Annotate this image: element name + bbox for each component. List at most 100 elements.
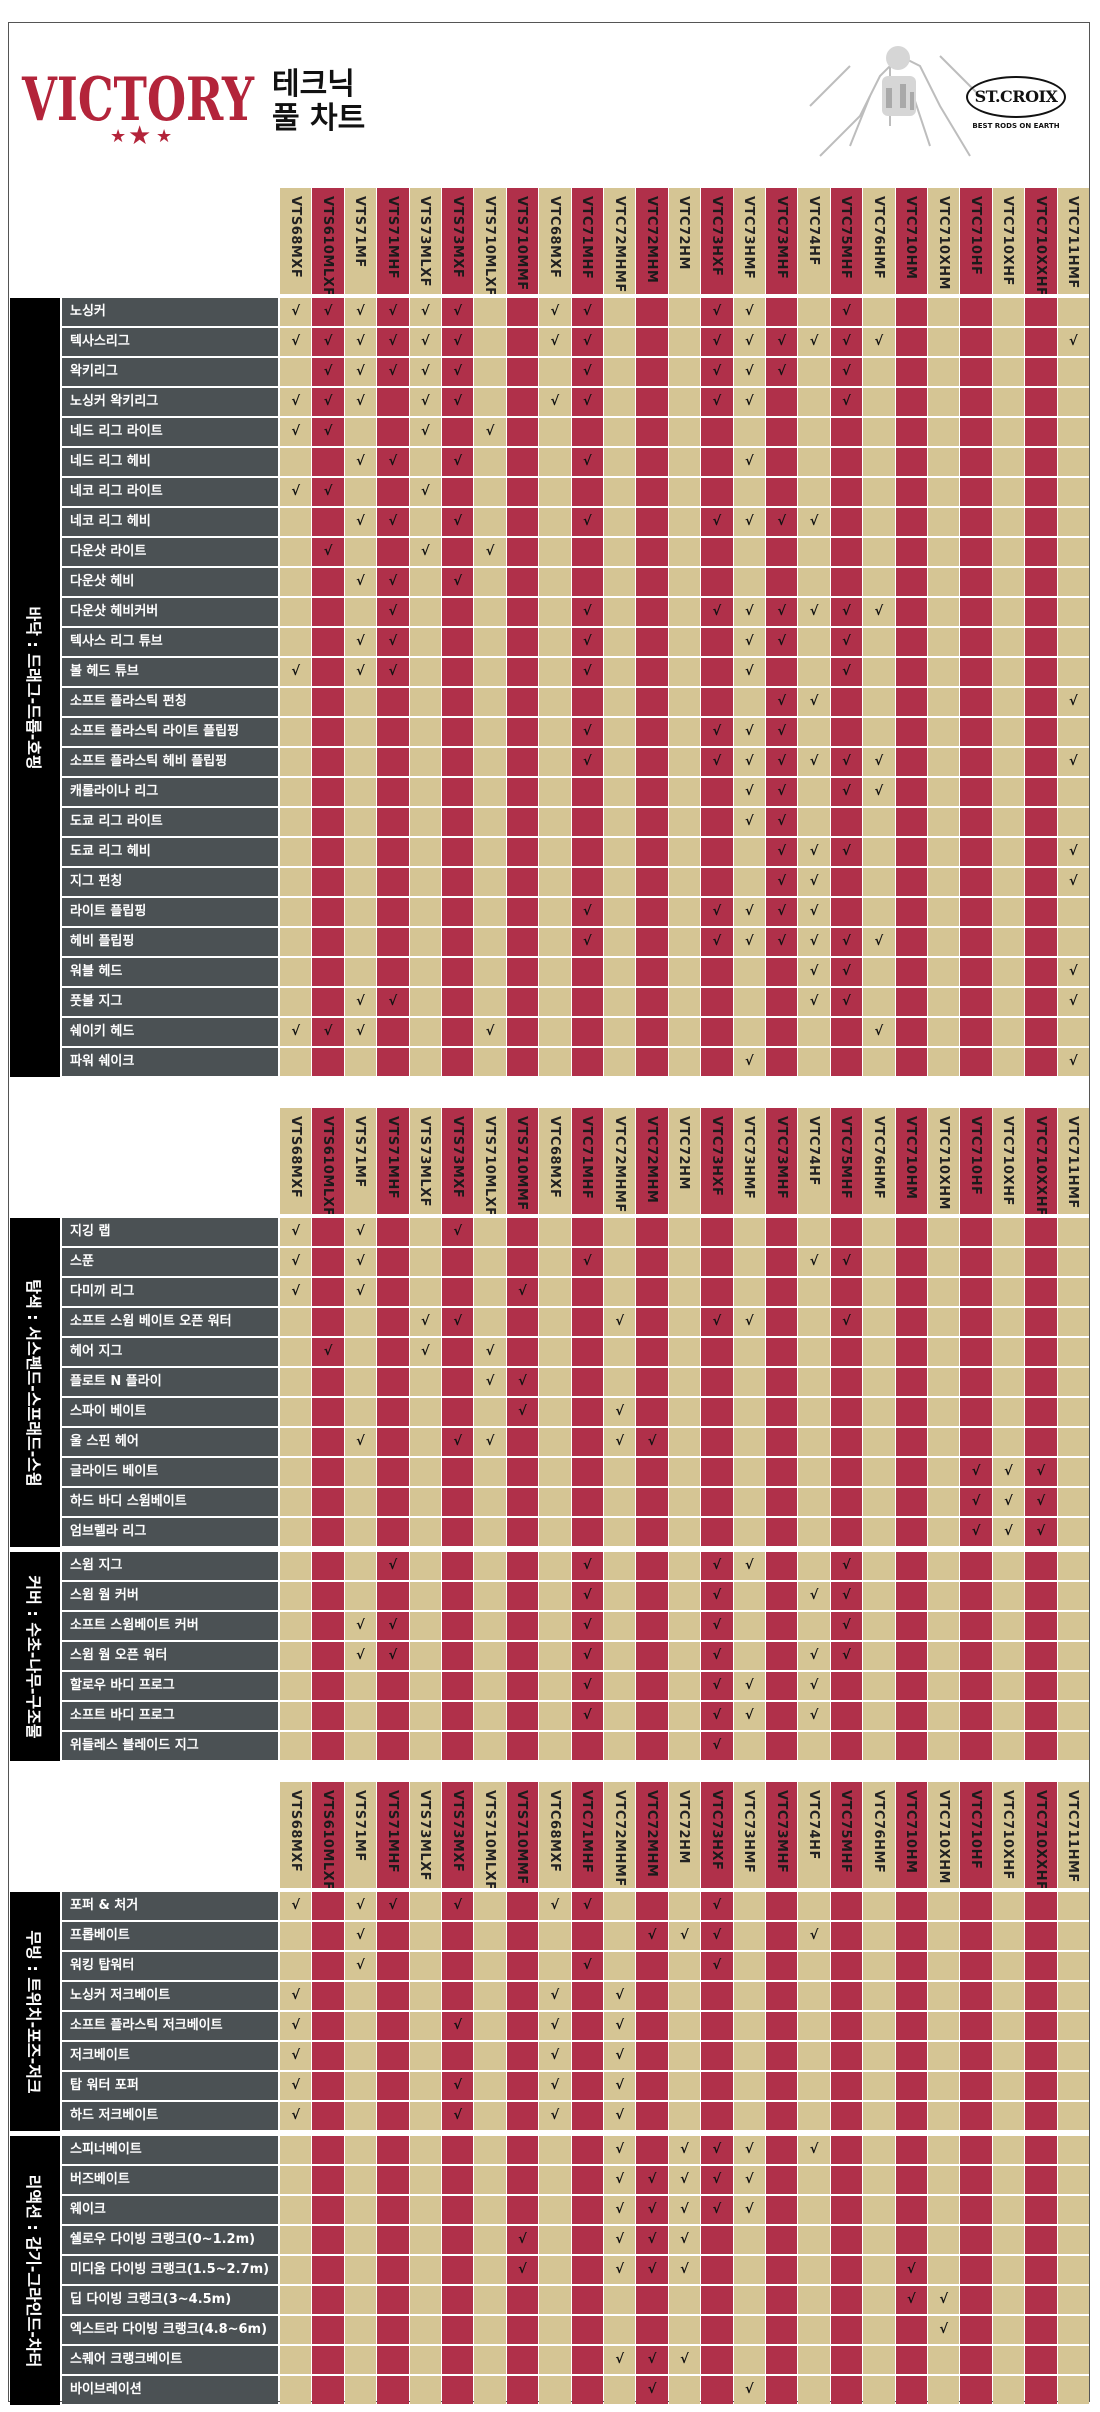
- grid-cell: [571, 568, 603, 596]
- check-mark: √: [323, 544, 333, 559]
- grid-cell: [701, 2316, 733, 2344]
- grid-cell: [863, 2042, 895, 2070]
- grid-cell: [409, 1922, 441, 1950]
- grid-cell: [766, 778, 798, 806]
- grid-cell: [863, 2196, 895, 2224]
- grid-cell: [733, 448, 765, 476]
- model-header-label: VTC710XHM: [935, 196, 951, 290]
- check-mark: √: [388, 514, 398, 529]
- grid-cell: [863, 298, 895, 326]
- grid-cell: [409, 868, 441, 896]
- grid-cell: [960, 1982, 992, 2010]
- grid-cell: [377, 1612, 409, 1640]
- grid-cell: [636, 538, 668, 566]
- grid-cell: [280, 2226, 312, 2254]
- check-mark: √: [1004, 1464, 1013, 1479]
- grid-cell: [506, 328, 539, 356]
- grid-cell: [733, 538, 765, 566]
- grid-cell: [960, 988, 992, 1016]
- model-header-vtc73hxf: VTC73HXF: [701, 1108, 733, 1214]
- check-mark: √: [744, 634, 754, 649]
- model-header-label: VTC710HF: [968, 1790, 984, 1870]
- grid-cell: [701, 388, 733, 416]
- grid-cell: [280, 418, 312, 446]
- grid-cell: [636, 838, 668, 866]
- grid-cell: [442, 508, 474, 536]
- technique-label: 노싱커: [62, 298, 278, 326]
- grid-cell: [474, 2072, 506, 2100]
- grid-cell: [344, 1278, 377, 1306]
- grid-cell: [377, 2226, 409, 2254]
- check-mark: √: [842, 934, 851, 949]
- grid-cell: [539, 2346, 571, 2374]
- grid-cell: [701, 898, 733, 926]
- grid-cell: [409, 808, 441, 836]
- grid-cell: [506, 778, 539, 806]
- grid-cell: [701, 688, 733, 716]
- grid-cell: [442, 1922, 474, 1950]
- grid-cell: [1057, 1702, 1089, 1730]
- grid-cell: [539, 1338, 571, 1366]
- grid-cell: [701, 838, 733, 866]
- grid-cell: [636, 1892, 668, 1920]
- grid-cell: [992, 1642, 1025, 1670]
- check-mark: √: [712, 2202, 722, 2217]
- grid-cell: [636, 2226, 668, 2254]
- grid-cell: [1057, 988, 1089, 1016]
- grid-cell: [830, 2316, 863, 2344]
- grid-cell: [766, 508, 798, 536]
- grid-cell: [312, 778, 344, 806]
- grid-cell: [668, 1218, 701, 1246]
- grid-cell: [766, 298, 798, 326]
- grid-cell: [766, 1582, 798, 1610]
- grid-cell: [992, 2196, 1025, 2224]
- grid-cell: [992, 2102, 1025, 2130]
- check-mark: √: [712, 1928, 722, 1943]
- grid-cell: [1025, 988, 1057, 1016]
- model-header-vts71mf: VTS71MF: [344, 188, 377, 294]
- grid-cell: [960, 2196, 992, 2224]
- grid-cell: [830, 598, 863, 626]
- check-mark: √: [809, 1928, 819, 1943]
- grid-cell: [409, 1672, 441, 1700]
- grid-cell: [280, 2072, 312, 2100]
- grid-cell: [604, 448, 636, 476]
- grid-cell: [895, 2196, 927, 2224]
- grid-cell: [539, 2136, 571, 2164]
- grid-cell: [312, 1398, 344, 1426]
- category-label: 리액션 : 감기-그라인드-차터: [10, 2136, 60, 2405]
- technique-label: 쉘로우 다이빙 크랭크(0~1.2m): [62, 2226, 278, 2254]
- grid-cell: [344, 1338, 377, 1366]
- grid-cell: [830, 718, 863, 746]
- model-header-vtc73hxf: VTC73HXF: [701, 188, 733, 294]
- grid-cell: [960, 478, 992, 506]
- grid-cell: [344, 2072, 377, 2100]
- model-header-label: VTS710MMF: [514, 1116, 530, 1211]
- grid-cell: [895, 808, 927, 836]
- grid-cell: [960, 568, 992, 596]
- grid-cell: [798, 1922, 830, 1950]
- model-header-vtc73mhf: VTC73MHF: [766, 1108, 798, 1214]
- grid-cell: [668, 2316, 701, 2344]
- grid-cell: [928, 928, 960, 956]
- check-mark: √: [1036, 1524, 1046, 1539]
- grid-cell: [312, 1278, 344, 1306]
- grid-cell: [344, 358, 377, 386]
- grid-cell: [442, 2136, 474, 2164]
- grid-cell: [506, 1642, 539, 1670]
- grid-cell: [506, 1518, 539, 1546]
- grid-cell: [409, 2012, 441, 2040]
- technique-label: 워블 헤드: [62, 958, 278, 986]
- check-mark: √: [615, 2232, 625, 2247]
- check-mark: √: [550, 2078, 560, 2093]
- model-header-vts71mhf: VTS71MHF: [377, 188, 409, 294]
- grid-cell: [992, 2072, 1025, 2100]
- grid-cell: [409, 718, 441, 746]
- model-header-label: VTC71MHF: [579, 196, 595, 280]
- grid-cell: [895, 448, 927, 476]
- grid-cell: [506, 838, 539, 866]
- grid-cell: [1057, 418, 1089, 446]
- grid-cell: [960, 2376, 992, 2404]
- grid-cell: [701, 1612, 733, 1640]
- grid-cell: [377, 478, 409, 506]
